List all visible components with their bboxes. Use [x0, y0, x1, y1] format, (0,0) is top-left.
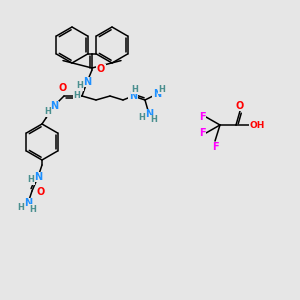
Text: N: N	[34, 172, 42, 182]
Text: N: N	[83, 77, 91, 87]
Text: N: N	[129, 91, 137, 101]
Text: H: H	[30, 205, 36, 214]
Text: F: F	[212, 142, 218, 152]
Text: N: N	[153, 89, 161, 99]
Text: O: O	[37, 187, 45, 197]
Text: H: H	[159, 85, 165, 94]
Text: N: N	[24, 198, 32, 208]
Text: H: H	[18, 202, 24, 211]
Text: F: F	[199, 112, 205, 122]
Text: H: H	[45, 107, 51, 116]
Text: O: O	[236, 101, 244, 111]
Text: O: O	[97, 64, 105, 74]
Text: H: H	[76, 82, 83, 91]
Text: H: H	[139, 113, 145, 122]
Text: H: H	[28, 176, 34, 184]
Text: H: H	[74, 91, 80, 100]
Text: N: N	[145, 109, 153, 119]
Text: O: O	[59, 83, 67, 93]
Text: F: F	[199, 128, 205, 138]
Text: OH: OH	[249, 121, 265, 130]
Text: H: H	[151, 116, 158, 124]
Text: N: N	[50, 101, 58, 111]
Text: H: H	[132, 85, 138, 94]
